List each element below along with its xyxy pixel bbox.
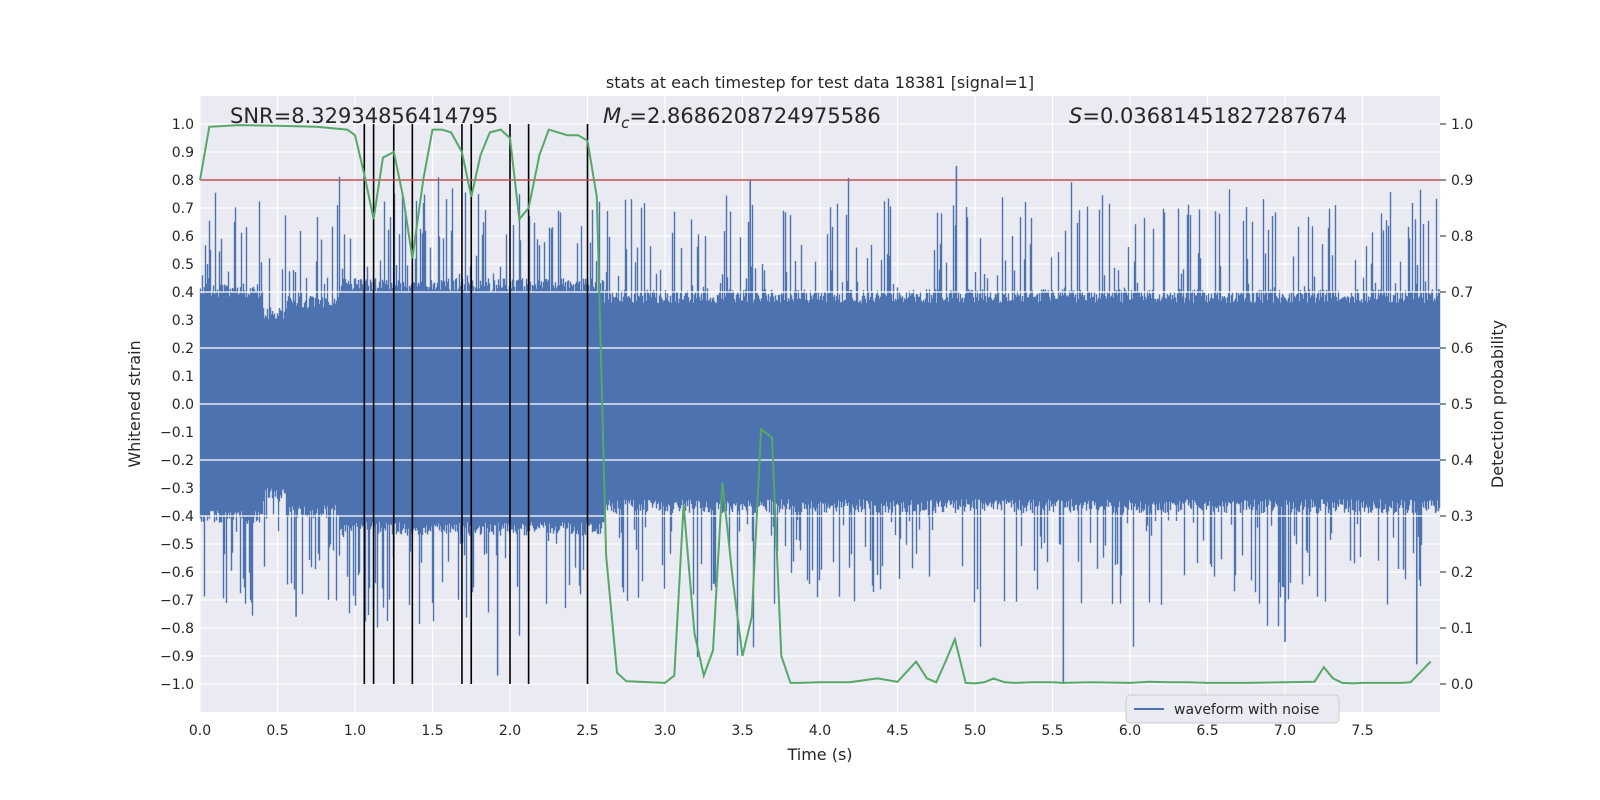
legend: waveform with noise	[1125, 694, 1340, 724]
probability-line	[199, 124, 1432, 685]
x-tick-label: 0.5	[266, 723, 288, 739]
y-tick-label: −0.4	[160, 509, 194, 525]
y2-tick-label: 0.2	[1451, 565, 1473, 581]
chirp-mass-annotation: Mc=2.8686208724975586	[603, 104, 881, 132]
x-tick-label: 7.5	[1351, 723, 1373, 739]
x-tick-label: 1.5	[421, 723, 443, 739]
y-tick-label: −0.8	[160, 621, 194, 637]
x-tick-label: 4.5	[886, 723, 908, 739]
y2-tick-label: 0.7	[1451, 285, 1473, 301]
mc-subscript: c	[621, 114, 630, 132]
x-tick-label: 4.0	[809, 723, 831, 739]
y-tick-label: −0.7	[160, 593, 194, 609]
y-tick-label: 0.2	[172, 341, 194, 357]
y2-axis-label: Detection probability	[1488, 320, 1507, 488]
x-tick-label: 2.0	[499, 723, 521, 739]
y-tick-label: 0.7	[172, 201, 194, 217]
y2-tick-label: 1.0	[1451, 117, 1473, 133]
snr-annotation: SNR=8.32934856414795	[230, 104, 498, 128]
y2-axis-ticks: 1.0 0.9 0.8 0.7 0.6 0.5 0.4 0.3 0.2 0.1 0.0	[1440, 117, 1473, 693]
y-tick-label: −0.6	[160, 565, 194, 581]
y-tick-label: −0.1	[160, 425, 194, 441]
y-tick-label: 0.6	[172, 229, 194, 245]
y-tick-label: 0.3	[172, 313, 194, 329]
mc-symbol: M	[603, 104, 621, 128]
y-tick-label: 0.4	[172, 285, 194, 301]
legend-box	[1125, 694, 1340, 724]
s-symbol: S	[1069, 104, 1082, 128]
x-axis-ticks: 0.0 0.5 1.0 1.5 2.0 2.5 3.0 3.5 4.0 4.5 5.0 5.5 6.0 6…	[189, 723, 1374, 739]
y2-tick-label: 0.4	[1451, 453, 1473, 469]
waveform-series	[199, 166, 1441, 684]
y-tick-label: 0.5	[172, 257, 194, 273]
x-tick-label: 6.5	[1196, 723, 1218, 739]
x-tick-label: 3.0	[654, 723, 676, 739]
x-tick-label: 3.5	[731, 723, 753, 739]
y-tick-label: 0.0	[172, 397, 194, 413]
mc-value: =2.8686208724975586	[629, 104, 880, 128]
s-annotation: S=0.03681451827287674	[1069, 104, 1347, 128]
y2-tick-label: 0.6	[1451, 341, 1473, 357]
y-tick-label: 1.0	[172, 117, 194, 133]
x-tick-label: 5.5	[1041, 723, 1063, 739]
y-tick-label: 0.1	[172, 369, 194, 385]
x-tick-label: 7.0	[1274, 723, 1296, 739]
x-tick-label: 1.0	[344, 723, 366, 739]
y-tick-label: −0.2	[160, 453, 194, 469]
legend-label: waveform with noise	[1174, 702, 1319, 718]
x-tick-label: 2.5	[576, 723, 598, 739]
y-tick-label: −0.3	[160, 481, 194, 497]
y2-tick-label: 0.3	[1451, 509, 1473, 525]
y2-tick-label: 0.1	[1451, 621, 1473, 637]
y-tick-label: 0.8	[172, 173, 194, 189]
y-tick-label: −0.9	[160, 649, 194, 665]
x-axis-label: Time (s)	[786, 745, 852, 764]
probability-series	[199, 124, 1432, 685]
x-tick-label: 6.0	[1119, 723, 1141, 739]
y2-tick-label: 0.5	[1451, 397, 1473, 413]
chart-title: stats at each timestep for test data 183…	[606, 73, 1034, 92]
s-value: =0.03681451827287674	[1082, 104, 1347, 128]
y-axis-ticks: 1.0 0.9 0.8 0.7 0.6 0.5 0.4 0.3 0.2 0.1 0.0 −0.1 −0.…	[160, 117, 194, 693]
y-tick-label: −0.5	[160, 537, 194, 553]
x-tick-label: 5.0	[964, 723, 986, 739]
y-tick-label: 0.9	[172, 145, 194, 161]
y-axis-label: Whitened strain	[125, 340, 144, 467]
y2-tick-label: 0.8	[1451, 229, 1473, 245]
x-tick-label: 0.0	[189, 723, 211, 739]
y2-tick-label: 0.9	[1451, 173, 1473, 189]
y2-tick-label: 0.0	[1451, 677, 1473, 693]
y-tick-label: −1.0	[160, 677, 194, 693]
